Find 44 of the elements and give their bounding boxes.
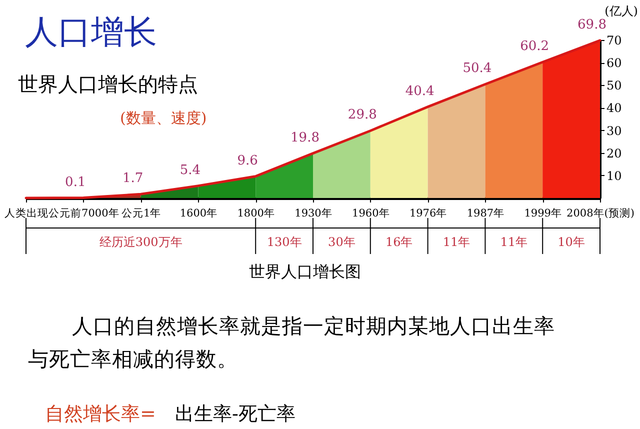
data-label: 60.2 <box>520 39 550 54</box>
data-label: 50.4 <box>462 61 492 76</box>
text: 世界人口增长图 <box>249 262 361 281</box>
x-tick-label: 1999年 <box>524 208 562 220</box>
chart-title: 人口增长 <box>25 12 157 51</box>
data-label: 1.7 <box>122 171 144 186</box>
y-tick-label: 70 <box>606 34 622 48</box>
text: 人口的自然增长率就是指一定时期内某地人口出生率 <box>72 314 555 338</box>
data-label: 29.8 <box>348 108 377 123</box>
text: 经历近300万年 <box>99 235 182 249</box>
text: 与死亡率相减的得数。 <box>28 347 238 371</box>
x-tick-label: 人类出现 <box>4 206 48 220</box>
y-tick-label: 20 <box>606 146 622 160</box>
data-label: 40.4 <box>405 84 434 99</box>
text: 30年 <box>328 235 356 249</box>
x-tick-label: 2008年(预测) <box>566 208 634 220</box>
text: 11年 <box>500 235 528 249</box>
text: 世界人口增长的特点 <box>18 72 198 96</box>
data-label: 5.4 <box>180 162 201 178</box>
x-tick-label: 1976年 <box>409 208 448 220</box>
data-label: 9.6 <box>237 153 258 168</box>
y-tick-label: 10 <box>606 168 622 183</box>
text: 11年 <box>442 235 470 249</box>
x-tick-label: 公元前7000年 <box>48 208 120 220</box>
text: 130年 <box>266 235 302 249</box>
text: 自然增长率= <box>45 403 156 425</box>
x-tick-label: 1987年 <box>466 208 505 220</box>
annotation: (数量、速度) <box>120 109 207 127</box>
y-tick-label: 60 <box>606 56 622 70</box>
x-tick-label: 1600年 <box>180 208 218 220</box>
text: 16年 <box>385 235 413 249</box>
y-tick-label: 40 <box>606 101 622 116</box>
y-tick-label: 50 <box>606 78 622 93</box>
data-label: 19.8 <box>290 130 320 146</box>
text: 10年 <box>558 235 585 249</box>
x-tick-label: 公元1年 <box>121 208 162 220</box>
y-tick-label: 30 <box>606 124 622 138</box>
data-label: 0.1 <box>65 174 86 190</box>
data-label: 69.8 <box>578 17 606 32</box>
x-tick-label: 1960年 <box>352 208 390 220</box>
y-axis-title: (亿人) <box>604 4 638 18</box>
x-tick-label: 1930年 <box>294 208 332 220</box>
x-tick-label: 1800年 <box>237 208 275 220</box>
text: 出生率-死亡率 <box>175 403 296 425</box>
